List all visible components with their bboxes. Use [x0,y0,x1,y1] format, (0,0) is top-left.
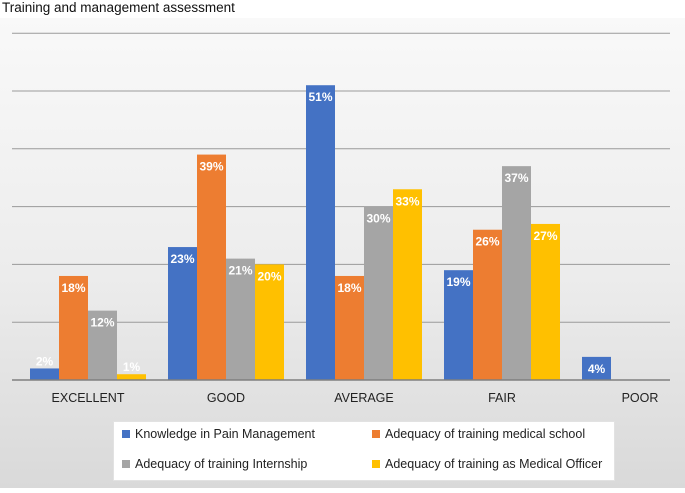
legend-label: Adequacy of training medical school [385,427,586,441]
data-label: 33% [395,194,419,208]
bar [582,356,611,380]
bar [59,275,88,380]
legend-item-medical-officer: Adequacy of training as Medical Officer [372,457,602,471]
bar [393,189,422,380]
x-tick-label: POOR [622,391,659,405]
bar [444,270,473,380]
bar [30,368,59,380]
bar [197,154,226,380]
legend-label: Knowledge in Pain Management [135,427,315,441]
data-label: 21% [228,264,252,278]
data-label: 12% [90,316,114,330]
bar [335,275,364,380]
data-label: 26% [475,235,499,249]
data-label: 30% [366,212,390,226]
x-tick-label: GOOD [207,391,245,405]
x-tick-label: EXCELLENT [52,391,125,405]
bar [502,166,531,380]
data-label: 1% [123,360,141,374]
data-label: 18% [337,281,361,295]
chart-panel: 2% 23% 51% 19% 4% 18% 39% 18% 26% 12% 21% 30% 37% 1% 2… [0,18,685,488]
bar [255,264,284,380]
bar [117,374,146,380]
bar [88,310,117,380]
data-label: 18% [61,281,85,295]
legend-item-knowledge: Knowledge in Pain Management [122,427,315,441]
x-tick-label: FAIR [488,391,516,405]
legend-swatch-icon [372,430,380,438]
legend-label: Adequacy of training Internship [135,457,308,471]
data-label: 4% [588,362,606,376]
data-label: 51% [308,90,332,104]
data-label: 39% [199,160,223,174]
bar [306,85,335,380]
bar-chart: 2% 23% 51% 19% 4% 18% 39% 18% 26% 12% 21% 30% 37% 1% 2… [0,18,685,488]
legend-item-medical-school: Adequacy of training medical school [372,427,585,441]
data-label: 23% [170,252,194,266]
x-tick-label: AVERAGE [334,391,394,405]
plot-background [0,18,685,488]
bar [364,206,393,380]
legend-swatch-icon [122,460,130,468]
legend-swatch-icon [122,430,130,438]
data-label: 37% [504,171,528,185]
bar [226,258,255,380]
legend-item-internship: Adequacy of training Internship [122,457,307,471]
bar [473,229,502,380]
data-label: 2% [36,354,54,368]
bar [531,223,560,380]
chart-title: Training and management assessment [2,0,235,15]
data-label: 20% [257,269,281,283]
legend-swatch-icon [372,460,380,468]
data-label: 27% [533,229,557,243]
legend-label: Adequacy of training as Medical Officer [385,457,603,471]
chart-legend: Knowledge in Pain Management Adequacy of… [113,421,615,481]
bar [168,247,197,380]
data-label: 19% [446,275,470,289]
